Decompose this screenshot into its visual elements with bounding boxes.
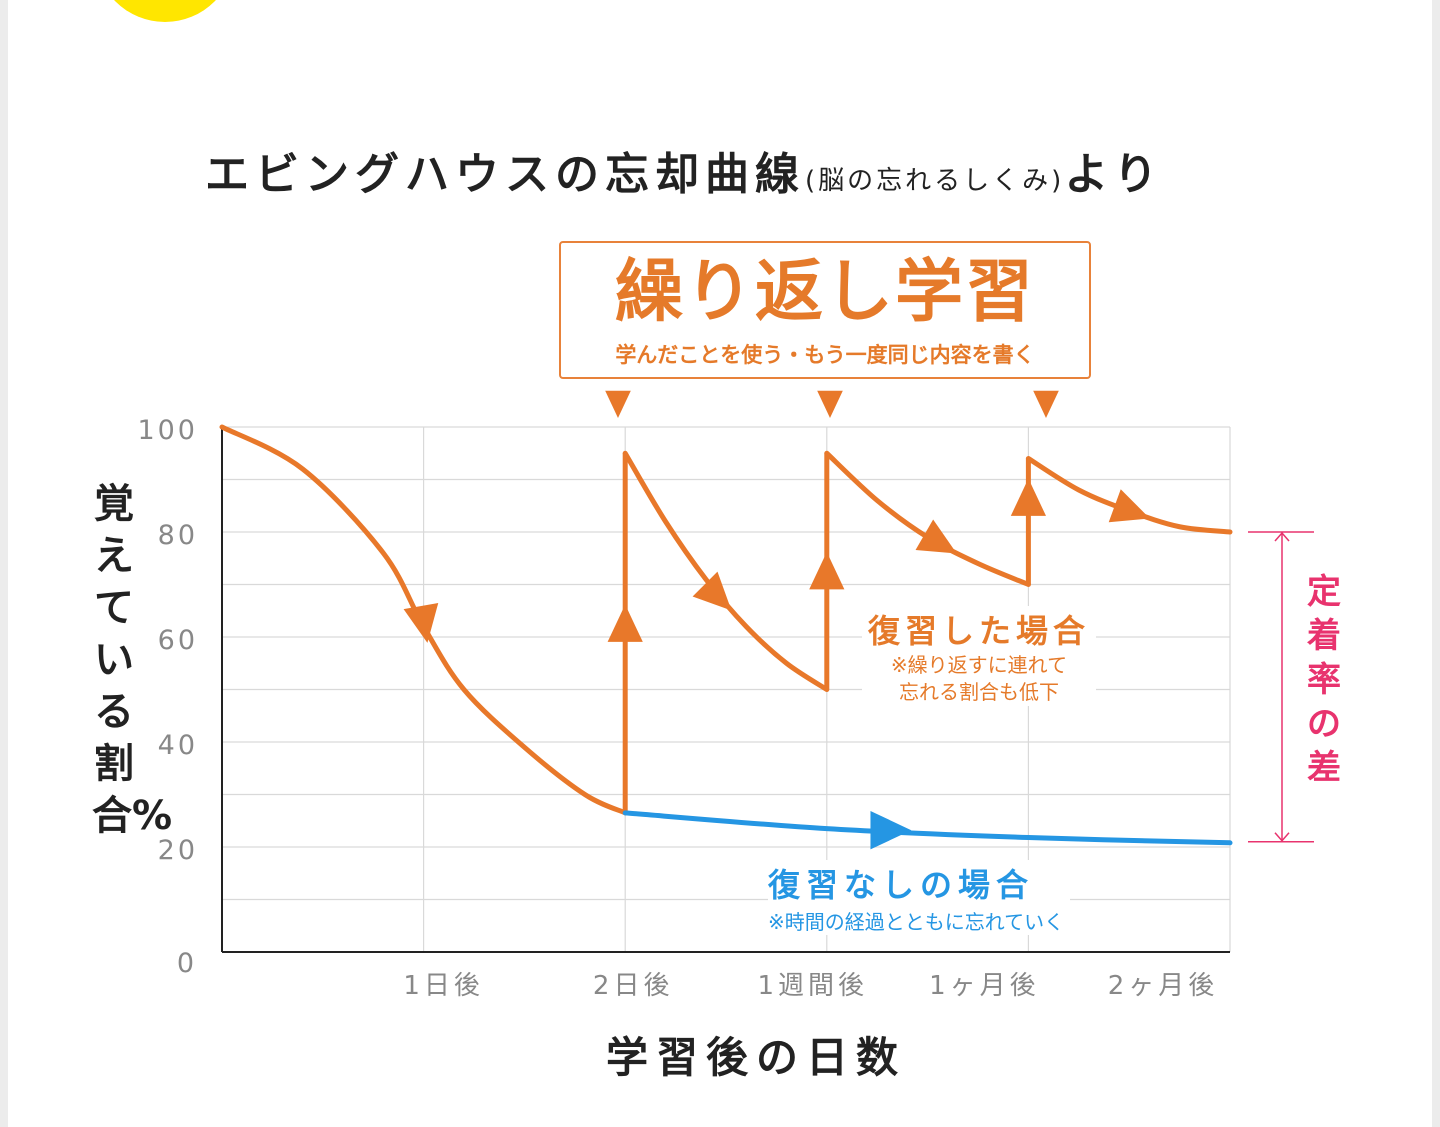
not-reviewed-note: ※時間の経過とともに忘れていく	[768, 910, 1065, 934]
x-tick-label: 2ヶ月後	[1108, 971, 1219, 1001]
retention-difference-label: 定着率の差	[1307, 572, 1341, 788]
curve-arrow-icon	[692, 571, 732, 611]
reviewed-title: 復習した場合	[868, 612, 1091, 650]
x-tick-label: 1週間後	[758, 971, 869, 1001]
curve-arrow-icon	[403, 603, 439, 643]
callout-title: 繰り返し学習	[614, 253, 1035, 332]
y-tick-label: 80	[158, 520, 198, 551]
reviewed-note-1: ※繰り返すに連れて	[890, 653, 1068, 677]
up-arrow-icon	[607, 604, 643, 642]
down-triangle-icon	[605, 390, 631, 418]
not-reviewed-curve	[622, 810, 1233, 846]
bracket-arrow-up-icon	[1274, 531, 1290, 542]
title-main: エビングハウスの忘却曲線	[205, 149, 805, 200]
y-tick-label: 20	[158, 835, 198, 866]
repeat-learning-callout: 繰り返し学習 学んだことを使う・もう一度同じ内容を書く	[559, 241, 1091, 379]
reviewed-curve-segment	[824, 450, 1031, 587]
down-triangle-icon	[817, 390, 843, 418]
reviewed-curve-segment	[1025, 456, 1233, 535]
title-paren: (脳の忘れるしくみ)	[805, 166, 1065, 196]
title-tail: より	[1064, 149, 1164, 200]
right-border	[1432, 0, 1440, 1127]
y-tick-label: 40	[158, 730, 198, 761]
curve-arrow-icon	[1108, 489, 1150, 523]
x-tick-label: 1日後	[403, 971, 484, 1001]
y-tick-label: 100	[137, 415, 198, 446]
callout-subtitle: 学んだことを使う・もう一度同じ内容を書く	[615, 343, 1035, 367]
page-title: エビングハウスの忘却曲線(脳の忘れるしくみ)より	[205, 138, 1163, 202]
x-tick-label: 2日後	[593, 971, 674, 1001]
reviewed-curve-segment	[219, 424, 628, 816]
bracket-arrow-down-icon	[1274, 832, 1290, 842]
x-axis-title: 学習後の日数	[606, 1033, 907, 1082]
down-triangle-icon	[1033, 390, 1059, 418]
reviewed-curve-segment	[622, 450, 830, 692]
not-reviewed-title: 復習なしの場合	[768, 866, 1035, 904]
x-tick-label: 1ヶ月後	[929, 971, 1040, 1001]
y-tick-label: 60	[158, 625, 198, 656]
reviewed-note-2: 忘れる割合も低下	[899, 680, 1059, 704]
left-border	[0, 0, 8, 1127]
reviewed-annotation: 復習した場合 ※繰り返すに連れて 忘れる割合も低下	[862, 606, 1097, 706]
y-tick-label: 0	[177, 948, 197, 979]
blue-arrow-icon	[870, 811, 912, 850]
y-axis-title: 覚えている割合%	[92, 481, 173, 839]
up-arrow-icon	[809, 552, 845, 590]
not-reviewed-annotation: 復習なしの場合 ※時間の経過とともに忘れていく	[768, 860, 1071, 935]
up-arrow-icon	[1010, 478, 1046, 516]
curve-arrow-icon	[915, 519, 957, 554]
